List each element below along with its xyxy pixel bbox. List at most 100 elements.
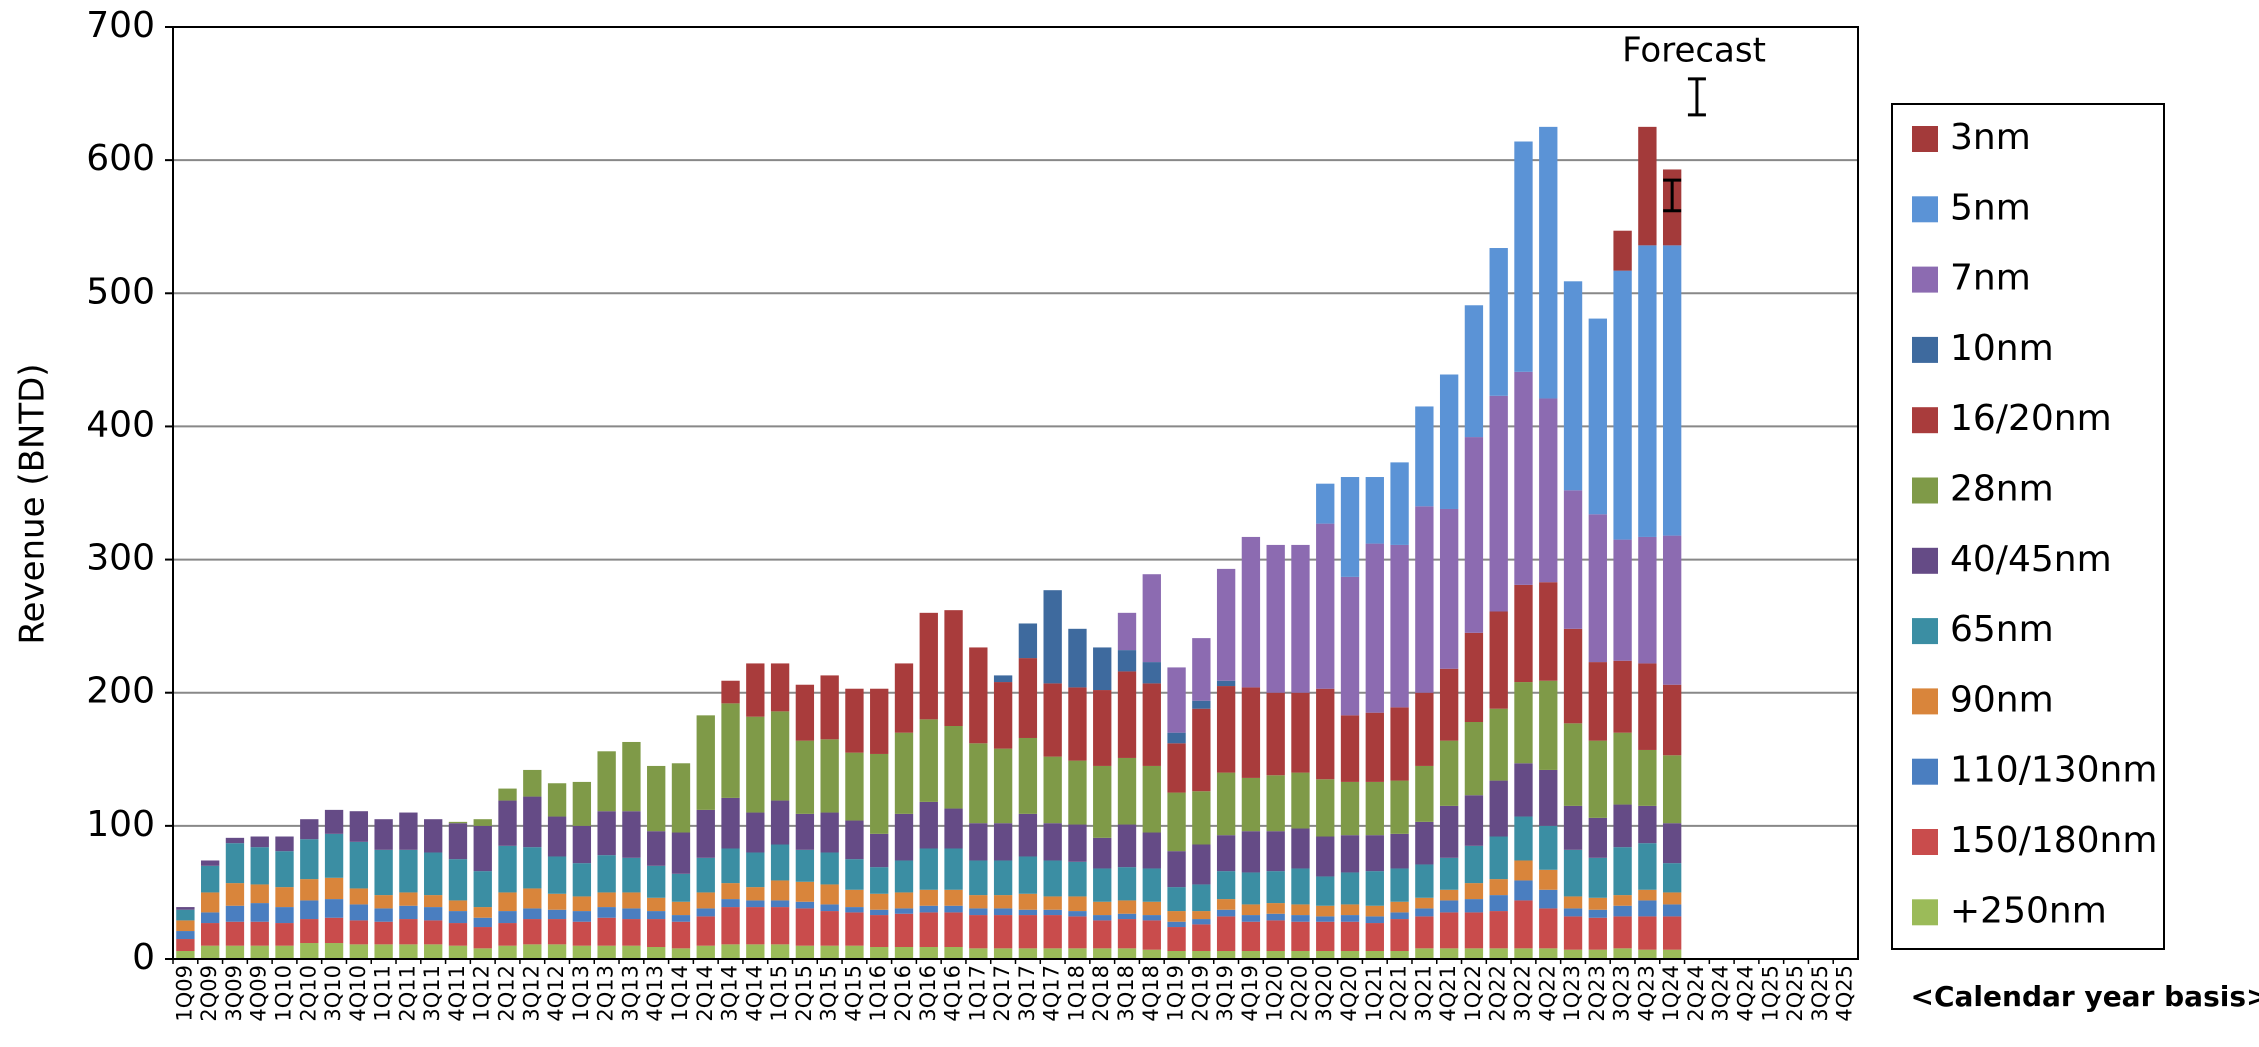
bar-segment (820, 911, 839, 946)
x-tick-label: 3Q11 (420, 965, 444, 1022)
bar-segment (176, 951, 195, 959)
bar-segment (944, 848, 963, 890)
bar-segment (1439, 912, 1459, 949)
x-tick-label: 1Q17 (965, 965, 989, 1022)
bar-segment (201, 912, 220, 924)
bar-segment (473, 871, 492, 908)
bar-segment (1588, 917, 1607, 950)
bar-segment (1266, 775, 1285, 832)
bar-segment (721, 680, 740, 704)
bar-segment (1167, 732, 1186, 744)
bar-segment (1192, 951, 1211, 959)
bar-segment (1291, 904, 1310, 916)
bar-segment (597, 811, 616, 856)
bar-segment (547, 816, 567, 857)
bar-segment (225, 837, 245, 844)
legend-box (1891, 103, 2165, 950)
bar-segment (1588, 318, 1607, 515)
bar-segment (1613, 732, 1632, 805)
bar-segment (1316, 523, 1335, 689)
bar-segment (894, 913, 914, 948)
bar-segment (1018, 623, 1038, 659)
bar-segment (1241, 951, 1261, 959)
x-tick-label: 4Q20 (1337, 965, 1361, 1022)
bar-segment (1390, 833, 1409, 869)
bar-segment (622, 857, 641, 893)
bar-segment (399, 892, 418, 906)
bar-segment (894, 947, 914, 959)
bar-segment (1365, 712, 1384, 782)
bar-segment (1489, 780, 1508, 837)
bar-segment (1043, 756, 1062, 824)
bar-segment (201, 865, 220, 893)
bar-segment (944, 610, 963, 726)
bar-segment (1464, 948, 1484, 959)
bar-segment (1588, 817, 1607, 858)
legend-label: 65nm (1950, 609, 2054, 650)
bar-segment (1093, 765, 1112, 838)
bar-segment (746, 812, 765, 853)
bar-segment (1043, 683, 1062, 757)
bar-segment (1514, 763, 1533, 817)
bar-segment (498, 892, 517, 912)
bar-segment (473, 927, 492, 949)
bar-segment (1340, 872, 1360, 905)
bar-segment (300, 819, 319, 840)
x-tick-label: 1Q15 (767, 965, 791, 1022)
bar-segment (250, 903, 269, 922)
bar-segment (1216, 686, 1236, 773)
bar-segment (1588, 909, 1607, 918)
bar-segment (1439, 900, 1459, 913)
bar-segment (721, 703, 740, 798)
bar-segment (1439, 508, 1459, 669)
bar-segment (1390, 462, 1409, 545)
bar-segment (1439, 374, 1459, 509)
bar-segment (275, 923, 294, 946)
bar-segment (1539, 398, 1558, 583)
bar-segment (399, 944, 418, 959)
bar-segment (1365, 923, 1384, 952)
bar-segment (1167, 851, 1186, 888)
legend-label: 5nm (1950, 187, 2031, 228)
legend-label: 40/45nm (1950, 539, 2112, 580)
bar-segment (1266, 544, 1285, 693)
bar-segment (1216, 835, 1236, 872)
bar-segment (597, 917, 616, 946)
bar-segment (1390, 951, 1409, 959)
bar-segment (349, 888, 369, 905)
bar-segment (473, 825, 492, 872)
bar-segment (597, 907, 616, 918)
bar-segment (770, 711, 790, 801)
bar-segment (820, 739, 839, 813)
bar-segment (597, 945, 616, 959)
bar-segment (324, 877, 344, 900)
bar-segment (1167, 921, 1186, 928)
bar-segment (225, 883, 245, 906)
bar-segment (572, 945, 592, 959)
bar-segment (894, 813, 914, 861)
bar-segment (1340, 576, 1360, 716)
bar-segment (1439, 740, 1459, 806)
x-tick-label: 4Q15 (841, 965, 865, 1022)
bar-segment (1464, 912, 1484, 949)
x-tick-label: 1Q16 (866, 965, 890, 1022)
bar-segment (894, 663, 914, 733)
bar-segment (300, 900, 319, 920)
bar-segment (1539, 680, 1558, 770)
bar-segment (523, 908, 542, 920)
bar-segment (770, 900, 790, 908)
x-tick-label: 1Q12 (470, 965, 494, 1022)
x-tick-label: 4Q21 (1436, 965, 1460, 1022)
bar-segment (770, 663, 790, 712)
bar-segment (176, 909, 195, 921)
bar-segment (919, 912, 938, 948)
bar-segment (1241, 536, 1261, 688)
bar-segment (374, 921, 393, 945)
bar-segment (1018, 813, 1038, 857)
bar-segment (993, 895, 1013, 909)
x-tick-label: 3Q09 (222, 965, 246, 1022)
x-tick-label: 3Q14 (718, 965, 742, 1022)
bar-segment (1093, 948, 1112, 959)
bar-segment (1316, 951, 1335, 959)
x-tick-label: 2Q20 (1287, 965, 1311, 1022)
